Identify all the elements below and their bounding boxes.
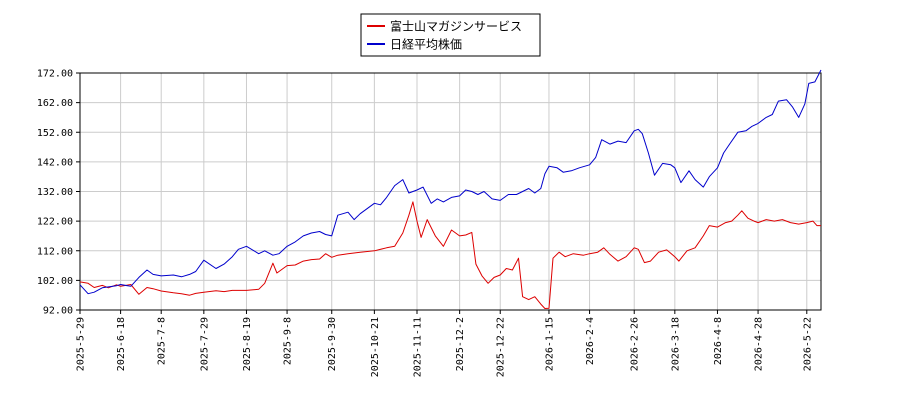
x-tick-label: 2026-5-22	[802, 317, 813, 371]
series-line-0	[79, 201, 821, 309]
legend-label-1: 日経平均株価	[390, 37, 462, 52]
y-tick-label: 102.00	[37, 276, 73, 287]
x-tick-label: 2026-4-8	[713, 317, 724, 365]
grid-lines	[79, 72, 821, 311]
x-tick-label: 2025-9-8	[283, 317, 294, 365]
x-tick-label: 2026-1-15	[544, 317, 555, 371]
x-tick-label: 2025-10-21	[370, 317, 381, 377]
y-tick-label: 172.00	[37, 69, 73, 80]
x-axis: 2025-5-29 2025-6-18 2025-7-8 2025-7-29 2025-…	[76, 310, 813, 377]
x-tick-label: 2025-8-19	[242, 317, 253, 371]
x-tick-label: 2025-6-18	[116, 317, 127, 371]
x-tick-label: 2026-2-26	[630, 317, 641, 371]
x-tick-label: 2025-7-29	[199, 317, 210, 371]
x-tick-label: 2025-12-22	[496, 317, 507, 377]
x-tick-label: 2025-9-30	[327, 317, 338, 371]
y-axis: 92.00 102.00 112.00 122.00 132.00 142.00 152.0…	[37, 69, 80, 317]
x-tick-label: 2025-5-29	[76, 317, 87, 371]
x-tick-label: 2026-2-4	[585, 317, 596, 365]
x-tick-label: 2026-3-18	[670, 317, 681, 371]
legend-label-0: 富士山マガジンサービス	[390, 19, 522, 34]
y-tick-label: 92.00	[43, 306, 73, 317]
y-tick-label: 162.00	[37, 98, 73, 109]
x-tick-label: 2026-4-28	[754, 317, 765, 371]
series-line-1	[79, 69, 822, 295]
x-tick-label: 2025-7-8	[157, 317, 168, 365]
y-tick-label: 132.00	[37, 187, 73, 198]
y-tick-label: 112.00	[37, 246, 73, 257]
y-tick-label: 142.00	[37, 157, 73, 168]
y-tick-label: 152.00	[37, 128, 73, 139]
x-tick-label: 2025-12-2	[455, 317, 466, 371]
x-tick-label: 2025-11-11	[413, 317, 424, 377]
y-tick-label: 122.00	[37, 217, 73, 228]
legend-box	[360, 13, 541, 57]
series-lines	[79, 69, 822, 309]
